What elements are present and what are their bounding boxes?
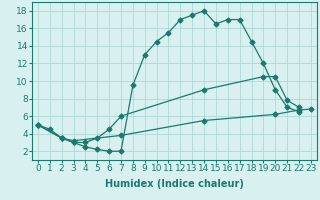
X-axis label: Humidex (Indice chaleur): Humidex (Indice chaleur) (105, 179, 244, 189)
